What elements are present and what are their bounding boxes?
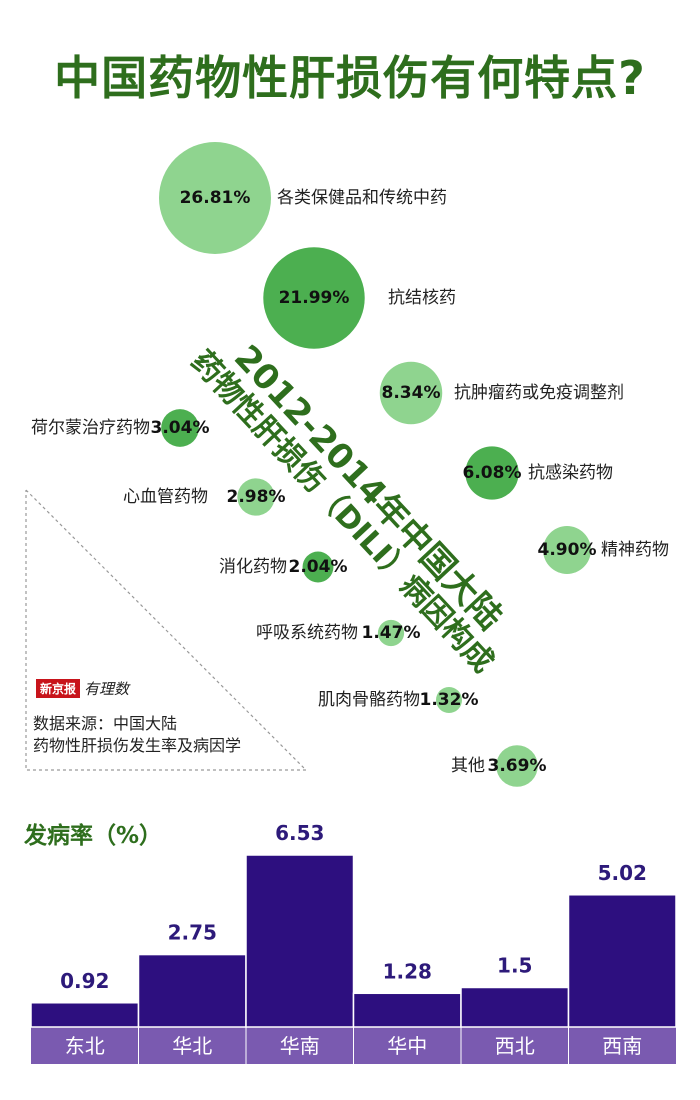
- bubble-7: [302, 551, 334, 583]
- bubble-value-label: 3.69%: [487, 756, 547, 776]
- bubble-category-label: 抗肿瘤药或免疫调整剂: [454, 383, 624, 403]
- bubble-1: [263, 247, 365, 349]
- bubble-3: [161, 409, 199, 447]
- bubble-value-label: 1.32%: [419, 690, 479, 710]
- bubble-category-label: 其他: [451, 756, 485, 776]
- bubble-9: [436, 687, 462, 713]
- bar-华南: [245, 854, 355, 1028]
- x-tick-label: 东北: [65, 1034, 105, 1058]
- bar-西南: [567, 894, 677, 1028]
- bubble-value-label: 21.99%: [278, 288, 350, 308]
- bubble-value-label: 6.08%: [462, 463, 522, 483]
- bubble-category-label: 呼吸系统药物: [256, 623, 358, 643]
- bar-value-label: 5.02: [598, 861, 647, 885]
- bubble-8: [377, 619, 405, 647]
- bubble-value-label: 3.04%: [150, 418, 210, 438]
- bubble-chart: 26.81% 各类保健品和传统中药 21.99% 抗结核药 8.34% 抗肿瘤药或免疫调整…: [31, 142, 669, 787]
- bubble-category-label: 消化药物: [219, 557, 287, 577]
- brand-script: 有理数: [84, 680, 130, 698]
- bubble-4: [465, 446, 519, 500]
- bar-chart-ylabel: 发病率（%）: [24, 823, 163, 849]
- bar-value-label: 1.5: [497, 953, 532, 977]
- data-source-note: 数据来源：中国大陆 药物性肝损伤发生率及病因学: [33, 713, 241, 757]
- bar-value-label: 6.53: [275, 821, 324, 845]
- x-tick-label: 华南: [280, 1034, 320, 1058]
- bubble-value-label: 4.90%: [537, 540, 597, 560]
- x-tick-label: 西南: [602, 1034, 642, 1058]
- bar-value-label: 0.92: [60, 969, 109, 993]
- bubble-chart-svg: [159, 142, 591, 787]
- newspaper-logo: 新京报 有理数: [36, 678, 129, 699]
- bar-西北: [460, 986, 570, 1028]
- x-tick-label: 华中: [387, 1034, 427, 1058]
- bar-华北: [137, 953, 247, 1028]
- bar-value-label: 2.75: [168, 921, 217, 945]
- bubble-value-label: 26.81%: [179, 188, 251, 208]
- bar-华中: [352, 992, 462, 1028]
- bubble-category-label: 各类保健品和传统中药: [277, 188, 447, 208]
- bubble-value-label: 2.98%: [226, 487, 286, 507]
- brand-name: 新京报: [36, 679, 81, 698]
- bubble-category-label: 心血管药物: [123, 487, 208, 507]
- bubble-0: [159, 142, 271, 254]
- x-tick-label: 华北: [172, 1034, 212, 1058]
- bubble-category-label: 肌肉骨骼药物: [318, 690, 420, 710]
- source-line2: 药物性肝损伤发生率及病因学: [33, 736, 242, 755]
- bubble-category-label: 抗感染药物: [528, 463, 613, 483]
- bubble-value-label: 1.47%: [361, 623, 421, 643]
- bubble-value-label: 2.04%: [288, 557, 348, 577]
- bar-东北: [30, 1002, 140, 1028]
- bubble-category-label: 荷尔蒙治疗药物: [31, 418, 150, 438]
- bubble-10: [496, 745, 538, 787]
- bubble-6: [543, 526, 591, 574]
- source-line1: 数据来源：中国大陆: [33, 714, 178, 733]
- bar-value-label: 1.28: [383, 959, 432, 983]
- bubble-2: [379, 361, 443, 425]
- bubble-5: [237, 478, 275, 516]
- page-title: 中国药物性肝损伤有何特点?: [54, 51, 646, 105]
- bubble-value-label: 8.34%: [381, 383, 441, 403]
- bubble-category-label: 抗结核药: [388, 288, 456, 308]
- x-tick-label: 西北: [495, 1034, 535, 1058]
- bubble-category-label: 精神药物: [601, 540, 669, 560]
